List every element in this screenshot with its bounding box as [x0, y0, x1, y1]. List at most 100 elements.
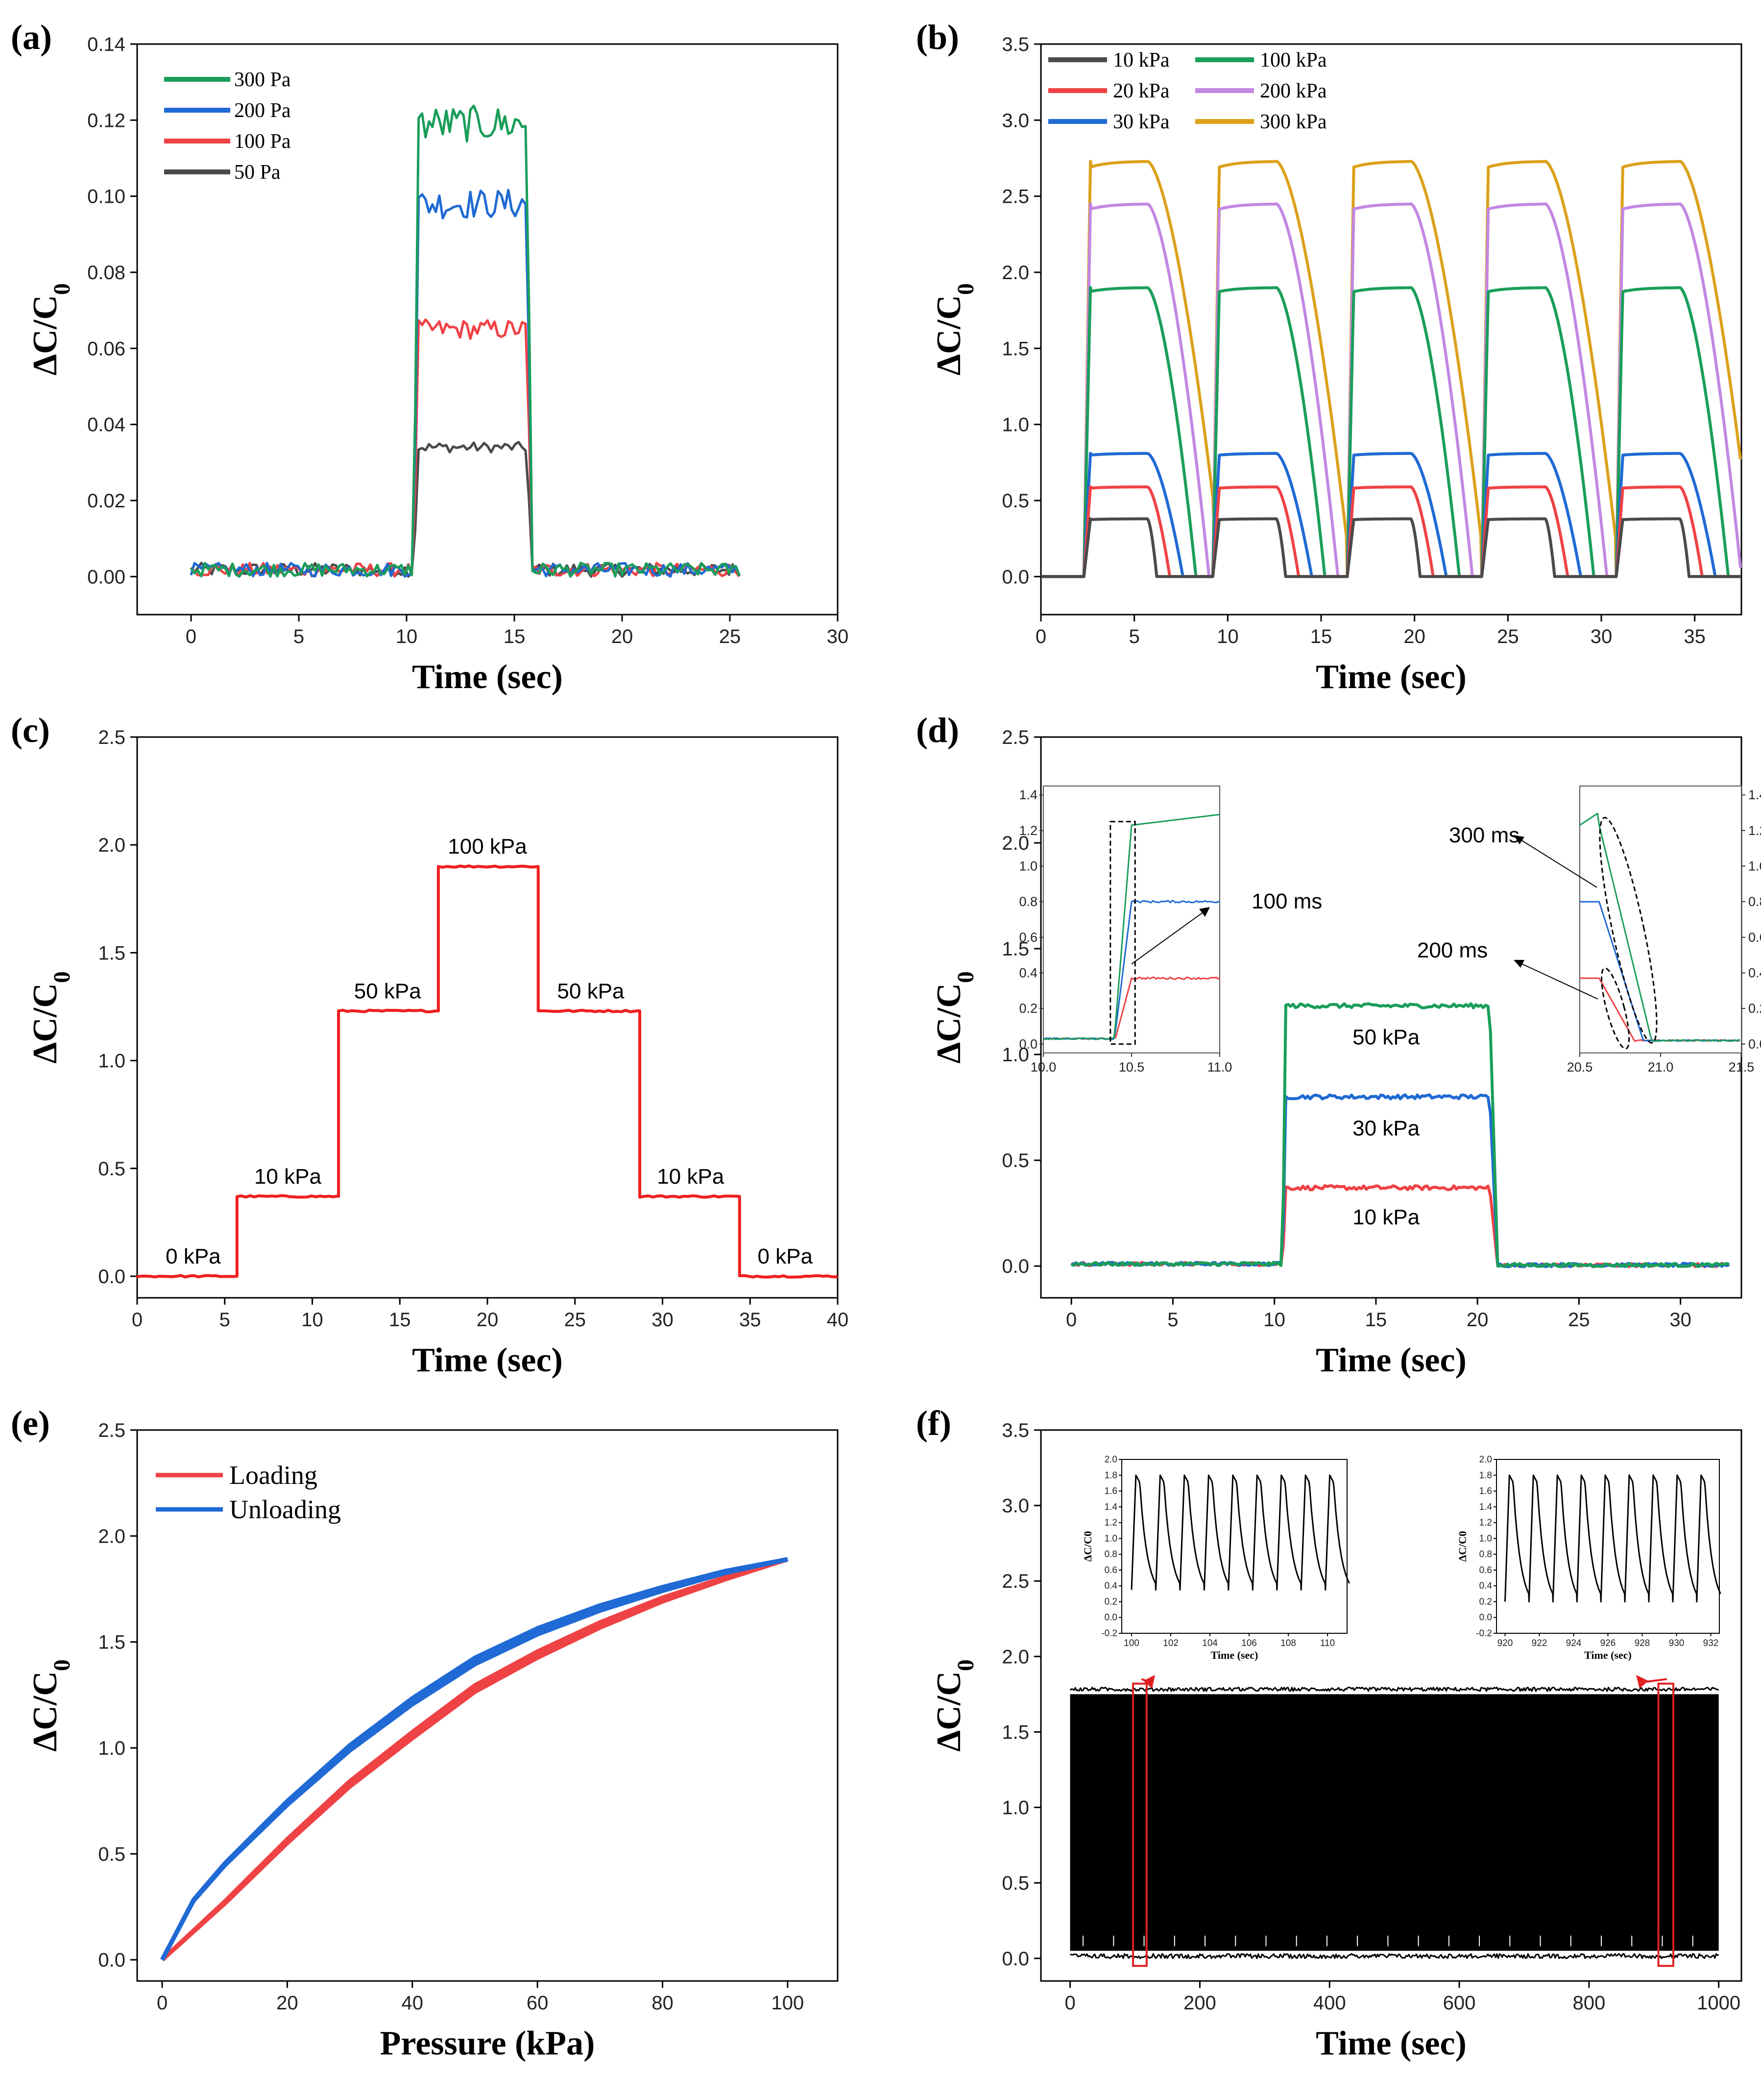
curve-unloading — [160, 1557, 788, 1961]
y-tick-label: 0.06 — [87, 338, 125, 359]
x-tick-label: 0 — [157, 1992, 168, 2014]
x-tick-label: 5 — [1129, 626, 1140, 647]
legend-label: 200 kPa — [1260, 80, 1327, 102]
inset-y-tick-label: 0.6 — [1019, 930, 1037, 945]
x-axis-title: Pressure (kPa) — [380, 2025, 595, 2062]
inset-x-tick-label: 11.0 — [1207, 1060, 1232, 1074]
y-tick-label: 1.0 — [98, 1738, 125, 1759]
inset-series-50kPa — [1043, 813, 1220, 1040]
inset-y-title: ΔC/C0 — [1456, 1531, 1469, 1562]
inset-y-tick-label: 0.8 — [1748, 894, 1761, 909]
highlight-box — [1657, 1682, 1674, 1967]
y-tick-label: 0.12 — [87, 110, 125, 131]
y-tick-label: 1.0 — [1002, 1797, 1029, 1819]
x-tick-label: 15 — [1310, 626, 1332, 647]
inset-y-tick-label: 0.0 — [1748, 1037, 1761, 1051]
plot-frame — [1040, 1429, 1742, 1982]
series-line-50kPa — [1070, 1002, 1730, 1268]
panel-label: (b) — [916, 18, 959, 57]
x-tick-label: 10 — [301, 1309, 323, 1331]
y-tick-label: 2.0 — [98, 1526, 125, 1547]
x-tick-label: 25 — [719, 626, 741, 647]
x-tick-label: 80 — [651, 1992, 674, 2014]
x-tick-label: 40 — [827, 1309, 849, 1331]
y-tick-label: 0.0 — [1002, 566, 1029, 588]
inset-y-tick-label: 0.6 — [1479, 1565, 1492, 1575]
x-tick-label: 35 — [1684, 626, 1706, 647]
panel-label: (e) — [11, 1404, 50, 1443]
inset-late: 920 922 924 926 928 930 932 -0.2 0.0 0.2 0.4 0.6 0.8… — [1456, 1455, 1721, 1661]
inset-x-tick-label: 21.5 — [1729, 1060, 1755, 1074]
x-tick-label: 0 — [1036, 626, 1046, 647]
y-tick-label: 1.5 — [98, 1632, 125, 1653]
arrow-head — [1199, 907, 1210, 917]
y-tick-label: 0.5 — [98, 1843, 125, 1865]
y-tick-label: 3.5 — [1002, 34, 1029, 55]
y-tick-label: 0.0 — [98, 1266, 125, 1288]
x-tick-label: 20 — [1403, 626, 1425, 647]
y-tick-label: 3.5 — [1002, 1420, 1029, 1441]
annotation-arrow — [1131, 910, 1206, 965]
legend-label: 200 Pa — [234, 99, 291, 122]
x-tick-label: 0 — [186, 626, 196, 647]
inset-y-tick-label: 0.0 — [1105, 1613, 1117, 1623]
curve-loading — [161, 1557, 789, 1962]
inset-y-tick-label: 0.0 — [1019, 1037, 1037, 1051]
panel-b: 0 5 10 15 20 25 30 35 0.0 0.5 1.0 1.5 2.0 2.5 3.0 3.5 Ti… — [916, 18, 1742, 696]
plot-frame — [136, 1429, 839, 1982]
x-tick-label: 25 — [564, 1309, 586, 1331]
inset-highlight-ellipse — [1601, 967, 1630, 1050]
x-tick-label: 15 — [1365, 1309, 1387, 1331]
panel-f: 0 200 400 600 800 1000 0.0 0.5 1.0 1.5 2.0 2.5 3.0 3.… — [916, 1404, 1742, 2062]
y-tick-label: 2.5 — [1002, 727, 1029, 748]
inset-x-tick-label: 932 — [1703, 1638, 1719, 1648]
red-arrow-head — [1636, 1675, 1648, 1689]
inset-x-tick-label: 930 — [1669, 1638, 1685, 1648]
x-tick-label: 5 — [1167, 1309, 1178, 1331]
y-tick-label: 1.5 — [98, 942, 125, 964]
inset-y-tick-label: 0.6 — [1748, 930, 1761, 945]
inset-y-tick-label: 0.2 — [1479, 1597, 1492, 1607]
pressure-label: 10 kPa — [1352, 1205, 1420, 1229]
inset-y-tick-label: 1.4 — [1019, 788, 1037, 802]
x-tick-label: 5 — [219, 1309, 230, 1331]
y-tick-label: 1.0 — [1002, 414, 1029, 436]
inset-pulse-line — [1131, 1474, 1351, 1591]
legend-label: 300 Pa — [234, 69, 291, 91]
y-tick-label: 0.0 — [1002, 1256, 1029, 1277]
y-tick-label: 2.0 — [1002, 1646, 1029, 1668]
y-tick-label: 2.5 — [1002, 186, 1029, 208]
inset-y-tick-label: 1.0 — [1479, 1533, 1492, 1544]
legend-label: 300 kPa — [1260, 111, 1327, 133]
inset-x-tick-label: 104 — [1202, 1638, 1218, 1648]
y-tick-label: 0.5 — [1002, 490, 1029, 512]
y-tick-label: 0.5 — [98, 1158, 125, 1180]
y-tick-label: 0.08 — [87, 262, 125, 284]
inset-x-tick-label: 106 — [1241, 1638, 1257, 1648]
inset-y-tick-label: 2.0 — [1105, 1455, 1117, 1465]
inset-y-tick-label: 0.4 — [1748, 966, 1761, 980]
y-tick-label: 1.5 — [1002, 938, 1029, 960]
inset-y-tick-label: 1.0 — [1105, 1533, 1117, 1544]
series-line-300Pa — [190, 104, 741, 578]
series-line-100kPa — [1040, 286, 1741, 578]
pressure-label: 0 kPa — [166, 1244, 221, 1268]
inset-x-tick-label: 10.0 — [1031, 1060, 1057, 1074]
inset-y-tick-label: 2.0 — [1479, 1455, 1492, 1465]
curve-unloading — [160, 1557, 788, 1961]
x-axis-title: Time (sec) — [412, 658, 563, 696]
annotation-arrow — [1518, 838, 1597, 888]
legend-label: 10 kPa — [1113, 49, 1170, 72]
legend-label: 30 kPa — [1113, 111, 1170, 133]
inset-series-50kPa — [1579, 812, 1740, 1042]
pressure-label: 100 kPa — [448, 835, 527, 859]
y-tick-label: 2.5 — [98, 727, 125, 748]
x-tick-label: 10 — [1217, 626, 1239, 647]
series-line-10kPa — [1040, 517, 1741, 578]
x-tick-label: 1000 — [1697, 1992, 1740, 2014]
inset-highlight-ellipse — [1599, 816, 1658, 1044]
x-axis-title: Time (sec) — [1316, 658, 1467, 696]
inset-x-tick-label: 928 — [1635, 1638, 1650, 1648]
inset-x-title: Time (sec) — [1211, 1649, 1258, 1661]
x-tick-label: 30 — [651, 1309, 674, 1331]
